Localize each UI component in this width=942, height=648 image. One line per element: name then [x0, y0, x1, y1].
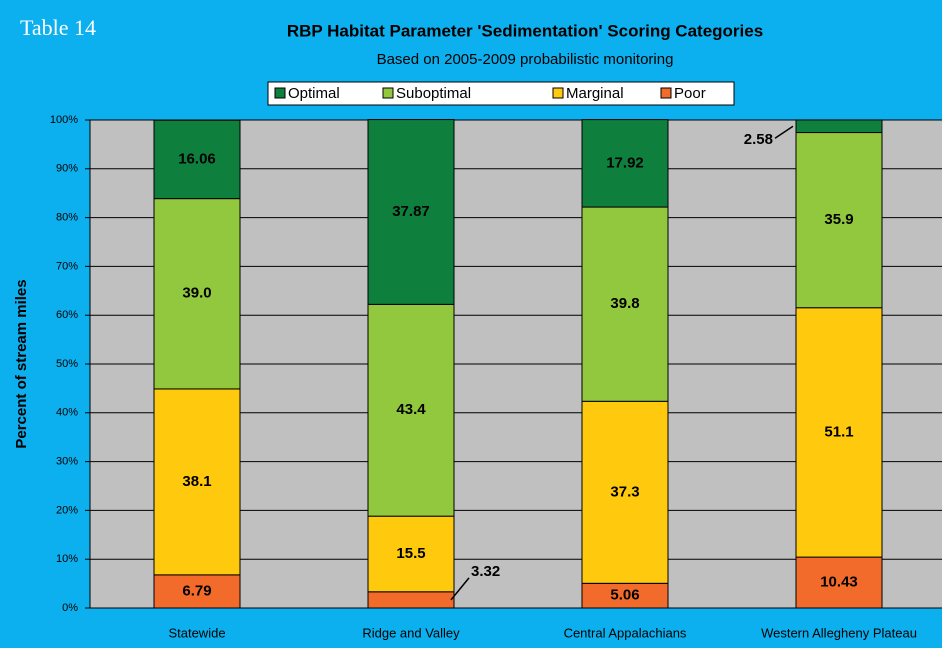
bar-segment: [581, 119, 669, 208]
data-label: 43.4: [396, 401, 426, 418]
x-tick-label: Western Allegheny Plateau: [761, 625, 917, 640]
bar-segment: [581, 206, 669, 402]
y-tick-label: 50%: [56, 358, 78, 370]
bar-segment: [795, 119, 883, 134]
data-label: 39.8: [610, 295, 639, 312]
bar-segment: [795, 132, 883, 309]
data-label: 38.1: [182, 473, 211, 490]
y-tick-label: 30%: [56, 456, 78, 468]
y-tick-label: 40%: [56, 407, 78, 419]
data-label: 3.32: [471, 563, 500, 580]
bar-segment: [367, 591, 455, 609]
data-label: 37.3: [610, 483, 639, 500]
chart-title: RBP Habitat Parameter 'Sedimentation' Sc…: [287, 21, 763, 40]
bar-segment: [795, 556, 883, 609]
legend-label: Suboptimal: [396, 85, 471, 102]
label-arrow: [450, 577, 470, 601]
y-tick-label: 90%: [56, 163, 78, 175]
y-tick-label: 70%: [56, 260, 78, 272]
bar-segment: [153, 388, 241, 576]
y-tick-label: 80%: [56, 212, 78, 224]
y-tick-label: 10%: [56, 553, 78, 565]
data-label: 17.92: [606, 154, 644, 171]
legend-swatch: [274, 87, 286, 99]
legend-swatch: [660, 87, 672, 99]
data-label: 5.06: [610, 587, 639, 604]
data-label: 10.43: [820, 574, 858, 591]
bar-segment: [367, 119, 455, 305]
chart-subtitle: Based on 2005-2009 probabilistic monitor…: [377, 51, 674, 68]
y-tick-label: 60%: [56, 309, 78, 321]
y-tick-label: 0%: [62, 602, 78, 614]
data-label: 15.5: [396, 545, 425, 562]
data-label: 2.58: [744, 131, 773, 148]
y-tick-label: 20%: [56, 504, 78, 516]
legend-swatch: [552, 87, 564, 99]
table-label: Table 14: [20, 15, 96, 40]
data-label: 37.87: [392, 203, 430, 220]
legend-label: Marginal: [566, 85, 624, 102]
data-label: 6.79: [182, 582, 211, 599]
data-label: 51.1: [824, 423, 853, 440]
y-axis-label: Percent of stream miles: [13, 279, 30, 448]
bar-segment: [153, 119, 241, 200]
x-tick-label: Central Appalachians: [564, 625, 687, 640]
legend-swatch: [382, 87, 394, 99]
bar-segment: [367, 303, 455, 517]
legend-label: Poor: [674, 85, 706, 102]
data-label: 16.06: [178, 150, 216, 167]
data-label: 39.0: [182, 285, 211, 302]
bar-segment: [367, 515, 455, 593]
data-label: 35.9: [824, 211, 853, 228]
legend-label: Optimal: [288, 85, 340, 102]
bar-segment: [153, 198, 241, 390]
x-tick-label: Ridge and Valley: [362, 625, 460, 640]
x-tick-label: Statewide: [168, 625, 225, 640]
bar-segment: [581, 400, 669, 584]
y-tick-label: 100%: [50, 114, 78, 126]
bar-segment: [795, 307, 883, 558]
label-arrow: [774, 125, 794, 139]
